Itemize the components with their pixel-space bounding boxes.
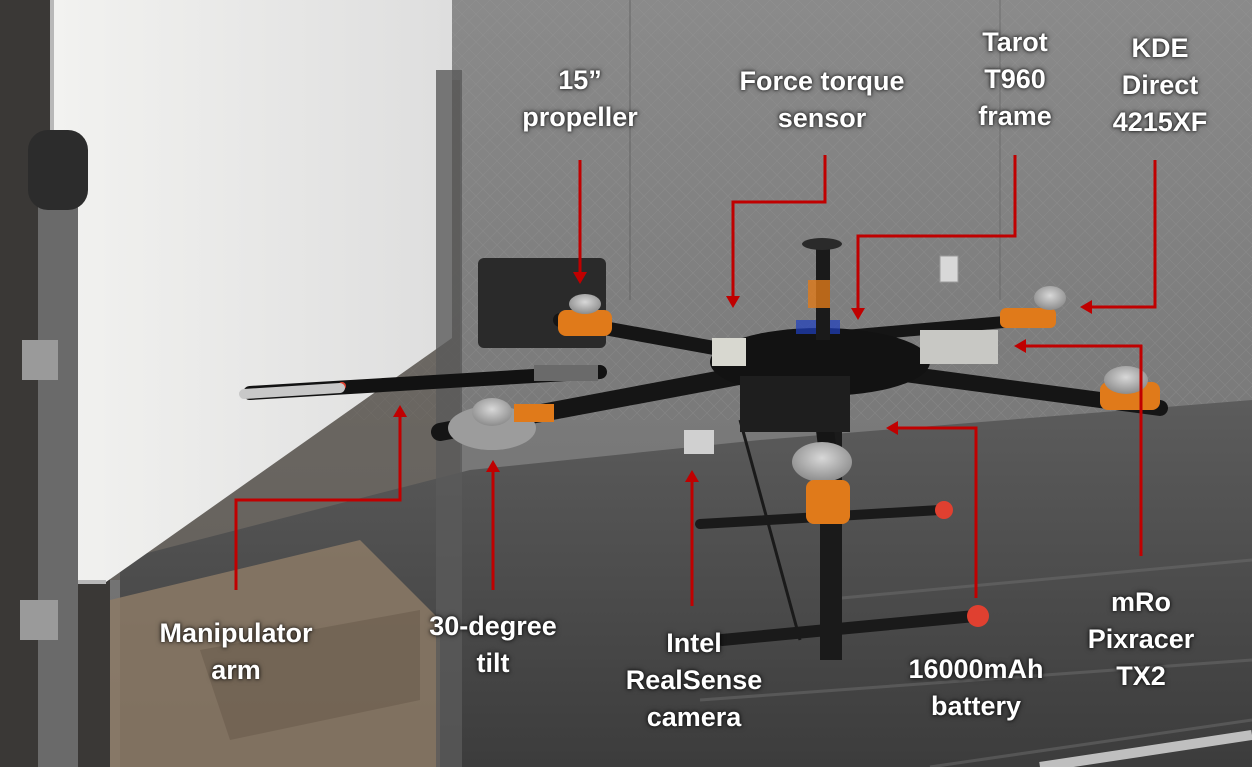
annotation-arrows: [234, 155, 1157, 606]
motor-front-right-icon: [1100, 366, 1160, 410]
label-motor: KDE Direct 4215XF: [1112, 33, 1208, 137]
label-tilt: 30-degree tilt: [429, 611, 557, 678]
motor-rear-left-icon: [558, 294, 612, 336]
arrow-flight-controller: [1026, 344, 1143, 556]
arrow-manipulator-arm: [234, 417, 402, 590]
label-frame: Tarot T960 frame: [978, 27, 1052, 131]
arrow-force-torque-sensor: [731, 155, 827, 296]
arrow-frame: [856, 155, 1017, 308]
label-propeller: 15” propeller: [522, 65, 638, 132]
label-battery: 16000mAh battery: [908, 654, 1044, 721]
arrowheads: [393, 272, 1092, 482]
arrow-motor: [1092, 160, 1157, 309]
motor-bottom-icon: [792, 442, 852, 524]
motor-rear-right-icon: [1000, 286, 1066, 328]
label-camera: Intel RealSense camera: [625, 628, 763, 732]
label-manipulator-arm: Manipulator arm: [159, 618, 313, 685]
label-flight-controller: mRo Pixracer TX2: [1087, 587, 1195, 691]
label-force-torque-sensor: Force torque sensor: [739, 66, 905, 133]
motor-front-left-icon: [448, 398, 554, 450]
arrow-battery: [898, 426, 978, 598]
